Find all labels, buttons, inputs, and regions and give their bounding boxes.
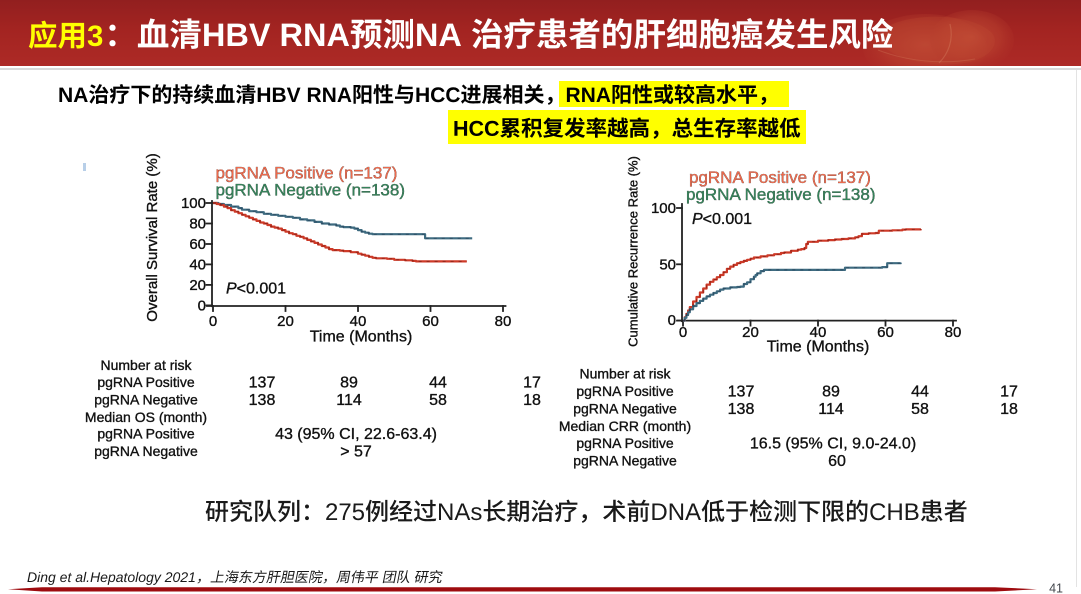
svg-text:pgRNA Negative: pgRNA Negative: [573, 401, 677, 417]
svg-text:60: 60: [828, 453, 846, 470]
svg-text:Cumulative Recurrence Rate (%): Cumulative Recurrence Rate (%): [626, 156, 641, 347]
svg-text:Overall Survival Rate (%): Overall Survival Rate (%): [144, 153, 161, 321]
svg-text:pgRNA Negative: pgRNA Negative: [94, 392, 198, 408]
svg-text:41: 41: [1049, 582, 1063, 594]
svg-text:pgRNA Positive (n=137): pgRNA Positive (n=137): [689, 168, 871, 187]
svg-text:pgRNA Positive: pgRNA Positive: [97, 426, 194, 442]
svg-text:pgRNA Positive: pgRNA Positive: [576, 435, 673, 451]
svg-text:Time (Months): Time (Months): [767, 339, 870, 356]
svg-text:Number at risk: Number at risk: [579, 366, 671, 382]
svg-text:pgRNA Negative (n=138): pgRNA Negative (n=138): [216, 181, 405, 200]
svg-text:43 (95% CI, 22.6-63.4): 43 (95% CI, 22.6-63.4): [275, 426, 437, 443]
svg-text:pgRNA Positive: pgRNA Positive: [97, 374, 194, 390]
svg-text:pgRNA Negative: pgRNA Negative: [573, 453, 677, 469]
svg-text:pgRNA Positive (n=137): pgRNA Positive (n=137): [216, 164, 398, 183]
svg-text:pgRNA Negative: pgRNA Negative: [94, 443, 198, 459]
svg-text:Median CRR (month): Median CRR (month): [559, 418, 691, 434]
svg-text:pgRNA Positive: pgRNA Positive: [576, 383, 673, 399]
svg-text:Number at risk: Number at risk: [100, 357, 192, 373]
svg-text:P<0.001: P<0.001: [692, 211, 752, 228]
svg-text:> 57: > 57: [340, 444, 372, 461]
svg-text:Time (Months): Time (Months): [310, 329, 413, 346]
svg-text:Median OS (month): Median OS (month): [85, 409, 207, 425]
svg-text:16.5 (95% CI, 9.0-24.0): 16.5 (95% CI, 9.0-24.0): [750, 436, 916, 453]
svg-text:pgRNA Negative (n=138): pgRNA Negative (n=138): [686, 185, 875, 204]
svg-text:P<0.001: P<0.001: [226, 281, 286, 298]
